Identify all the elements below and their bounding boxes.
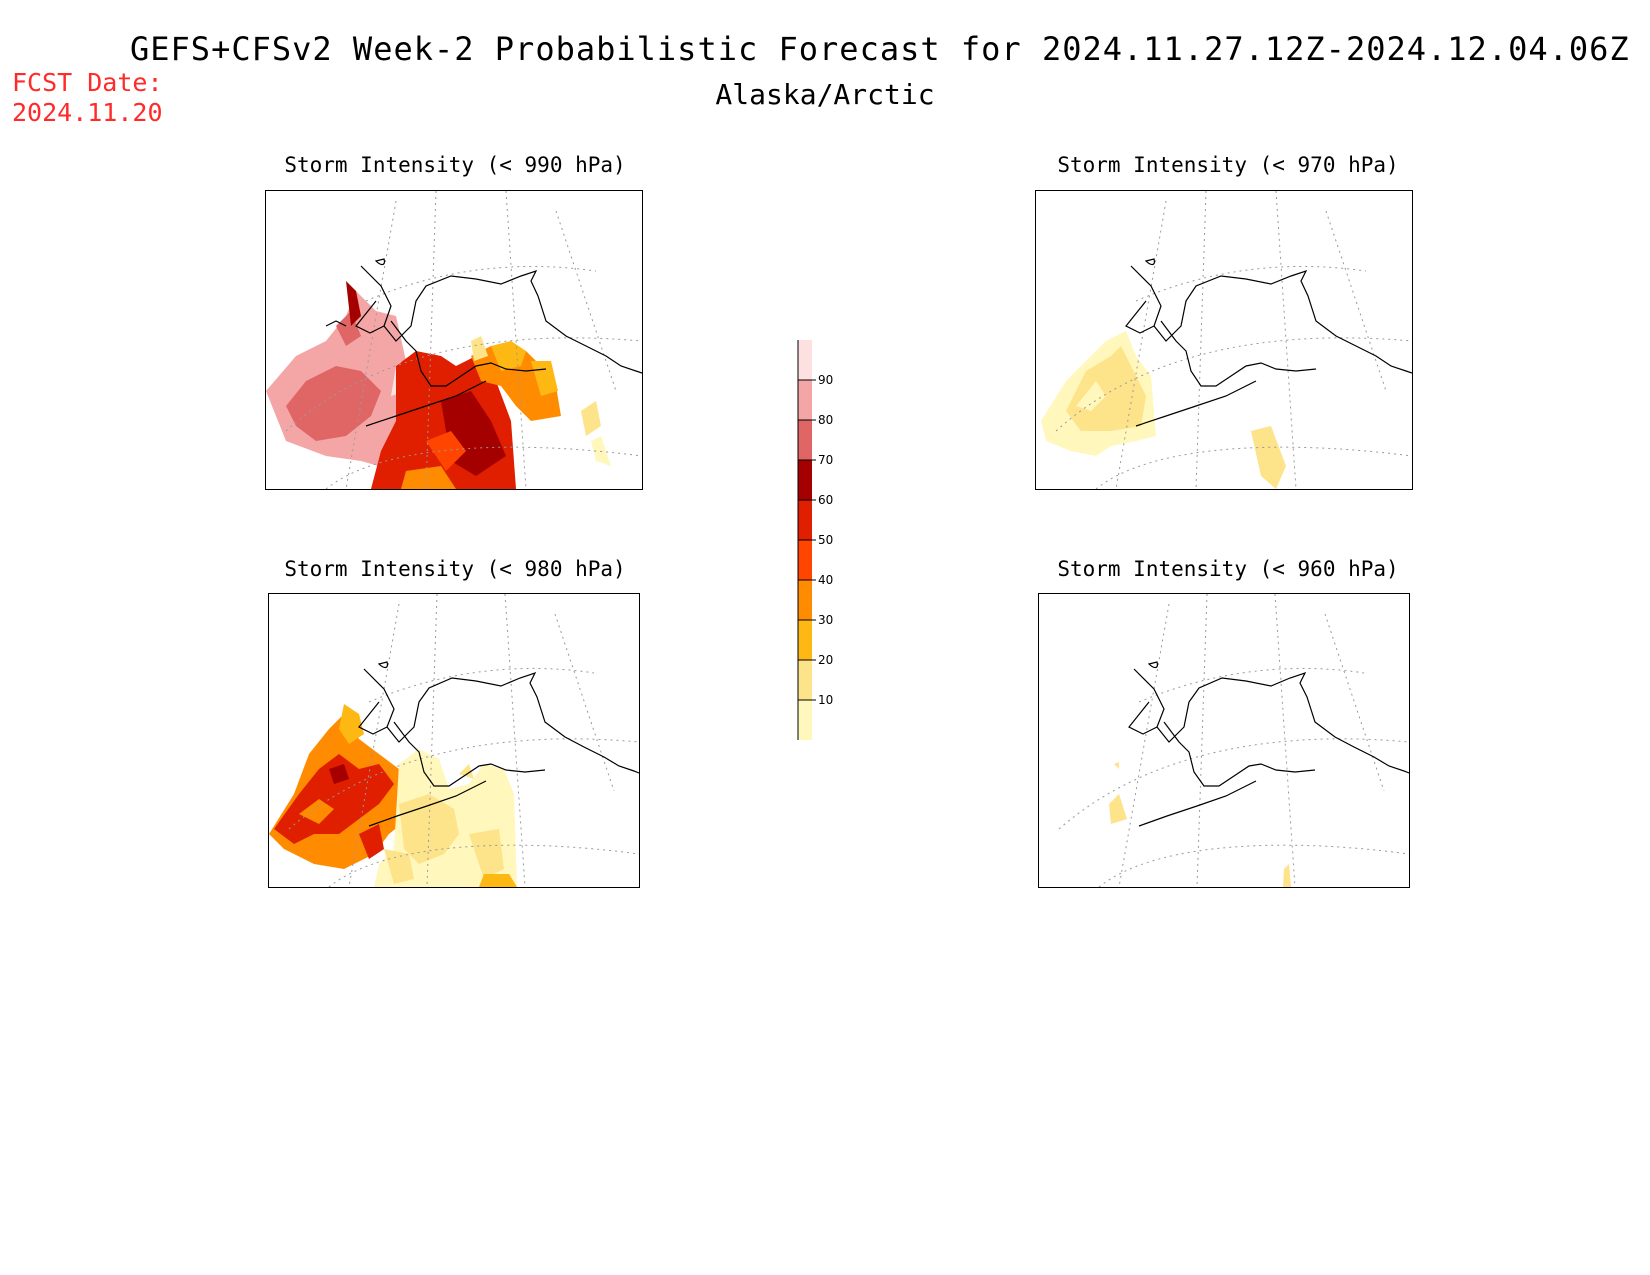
map-panel-990 — [265, 190, 643, 490]
graticule-980 — [288, 594, 639, 887]
colorbar-tick-label: 40 — [818, 573, 833, 587]
prob-shading-960 — [1109, 762, 1291, 887]
main-title: GEFS+CFSv2 Week-2 Probabilistic Forecast… — [130, 30, 1630, 68]
map-panel-960 — [1038, 593, 1410, 888]
forecast-date-label: FCST Date: — [12, 68, 163, 97]
map-panel-970 — [1035, 190, 1413, 490]
graticule-970 — [1055, 191, 1412, 489]
colorbar-segment — [798, 620, 812, 660]
colorbar-segment — [798, 540, 812, 580]
colorbar-tick-label: 30 — [818, 613, 833, 627]
colorbar-tick-label: 60 — [818, 493, 833, 507]
prob-shading-970 — [1041, 331, 1286, 489]
prob-shading-990 — [266, 281, 611, 489]
coastline-980 — [358, 661, 639, 827]
colorbar-segment — [798, 340, 812, 380]
forecast-date-value: 2024.11.20 — [12, 98, 163, 127]
colorbar-tick-label: 50 — [818, 533, 833, 547]
colorbar-segment — [798, 700, 812, 740]
panel-title-980: Storm Intensity (< 980 hPa) — [284, 557, 626, 581]
panel-title-970: Storm Intensity (< 970 hPa) — [1057, 153, 1399, 177]
colorbar-tick-label: 90 — [818, 373, 833, 387]
colorbar-tick-label: 10 — [818, 693, 833, 707]
colorbar-tick-label: 70 — [818, 453, 833, 467]
coastline-990 — [325, 258, 642, 427]
colorbar: 10 20 30 40 50 60 70 80 90 — [790, 330, 860, 754]
panel-title-990: Storm Intensity (< 990 hPa) — [284, 153, 626, 177]
colorbar-segment — [798, 420, 812, 460]
map-panel-980 — [268, 593, 640, 888]
forecast-date-block: FCST Date: 2024.11.20 — [12, 68, 163, 128]
colorbar-tick-label: 20 — [818, 653, 833, 667]
prob-shading-980 — [269, 704, 517, 887]
colorbar-tick-label: 80 — [818, 413, 833, 427]
colorbar-segment — [798, 500, 812, 540]
region-subtitle: Alaska/Arctic — [715, 78, 935, 111]
coastline-960 — [1128, 661, 1409, 827]
coastline-970 — [1125, 258, 1412, 427]
graticule-960 — [1058, 594, 1409, 887]
graticule-990 — [285, 191, 642, 489]
colorbar-segment — [798, 660, 812, 700]
panel-title-960: Storm Intensity (< 960 hPa) — [1057, 557, 1399, 581]
colorbar-segment — [798, 380, 812, 420]
colorbar-segment — [798, 460, 812, 500]
colorbar-segment — [798, 580, 812, 620]
